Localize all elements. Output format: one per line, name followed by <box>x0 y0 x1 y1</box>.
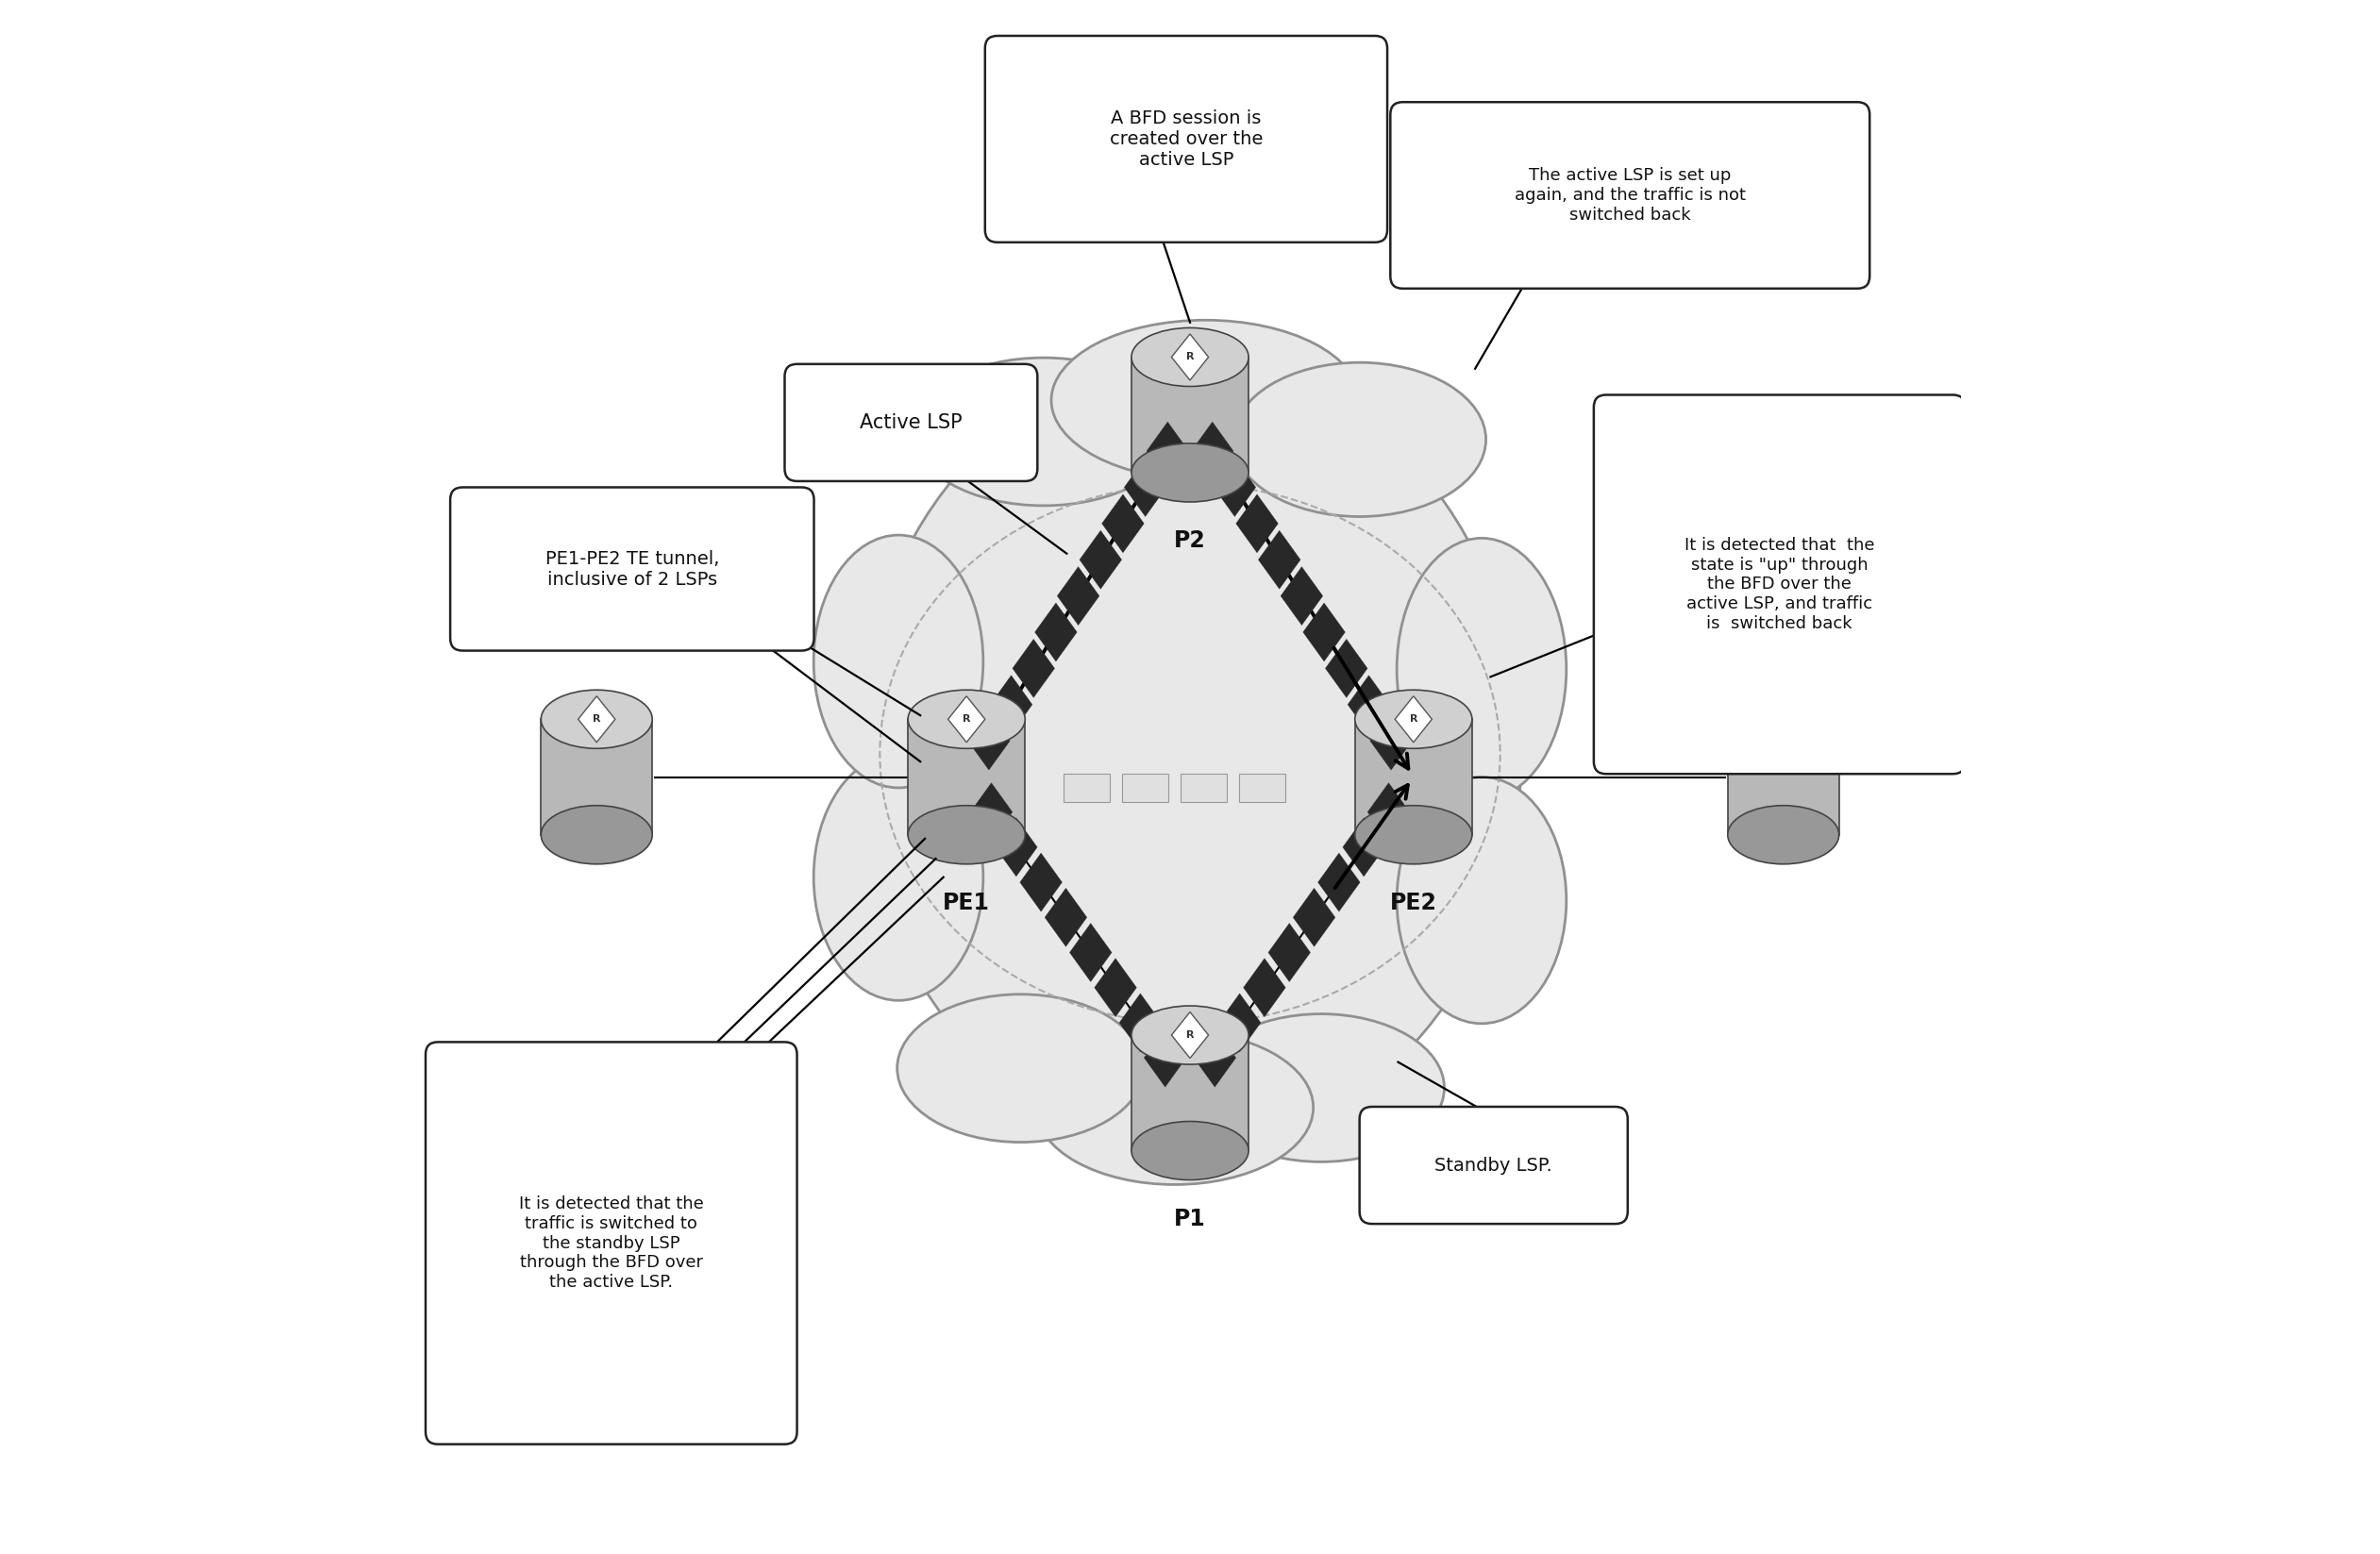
Polygon shape <box>1147 421 1188 480</box>
Polygon shape <box>1011 639 1054 698</box>
Polygon shape <box>1192 421 1233 480</box>
Polygon shape <box>1766 696 1802 743</box>
Polygon shape <box>1269 923 1311 982</box>
Polygon shape <box>1219 993 1261 1052</box>
FancyBboxPatch shape <box>1595 395 1966 774</box>
Polygon shape <box>1371 712 1411 771</box>
Ellipse shape <box>814 535 983 788</box>
FancyBboxPatch shape <box>1728 720 1840 834</box>
Polygon shape <box>969 712 1009 771</box>
FancyBboxPatch shape <box>426 1043 797 1444</box>
Ellipse shape <box>1035 1030 1314 1184</box>
Ellipse shape <box>1397 777 1566 1024</box>
FancyBboxPatch shape <box>1064 774 1109 802</box>
Polygon shape <box>1119 993 1161 1052</box>
Ellipse shape <box>814 754 983 1001</box>
Polygon shape <box>1235 494 1278 553</box>
FancyBboxPatch shape <box>1123 774 1169 802</box>
Polygon shape <box>1319 853 1359 912</box>
FancyBboxPatch shape <box>540 720 652 834</box>
Ellipse shape <box>1052 320 1359 480</box>
Ellipse shape <box>1728 805 1840 864</box>
Text: A BFD session is
created over the
active LSP: A BFD session is created over the active… <box>1109 109 1264 169</box>
Text: Active LSP: Active LSP <box>859 413 962 432</box>
Ellipse shape <box>1397 538 1566 800</box>
Ellipse shape <box>1130 443 1250 502</box>
Polygon shape <box>1123 458 1166 516</box>
Ellipse shape <box>540 805 652 864</box>
Ellipse shape <box>1130 1122 1250 1179</box>
Ellipse shape <box>907 690 1026 749</box>
Ellipse shape <box>1197 1013 1445 1162</box>
Text: R: R <box>962 715 971 724</box>
Polygon shape <box>1326 639 1368 698</box>
Ellipse shape <box>1354 690 1473 749</box>
Polygon shape <box>1081 530 1121 589</box>
Polygon shape <box>1347 676 1390 733</box>
Ellipse shape <box>912 357 1176 505</box>
Polygon shape <box>1095 959 1138 1016</box>
Polygon shape <box>1342 817 1385 876</box>
FancyBboxPatch shape <box>985 36 1388 242</box>
Polygon shape <box>1292 889 1335 946</box>
Polygon shape <box>1395 696 1433 743</box>
Text: R: R <box>1780 715 1787 724</box>
Text: PE1: PE1 <box>942 892 990 914</box>
Polygon shape <box>1102 494 1145 553</box>
FancyBboxPatch shape <box>1180 774 1228 802</box>
Ellipse shape <box>897 995 1145 1142</box>
FancyBboxPatch shape <box>1130 357 1250 472</box>
Ellipse shape <box>540 690 652 749</box>
Polygon shape <box>1259 530 1299 589</box>
FancyBboxPatch shape <box>1240 774 1285 802</box>
Polygon shape <box>1171 1012 1209 1058</box>
Text: It is detected that  the
state is "up" through
the BFD over the
active LSP, and : It is detected that the state is "up" th… <box>1685 536 1875 632</box>
Ellipse shape <box>859 361 1521 1147</box>
Text: P1: P1 <box>1173 1207 1207 1231</box>
Text: R: R <box>593 715 600 724</box>
Polygon shape <box>1368 783 1409 841</box>
Polygon shape <box>1045 889 1088 946</box>
Polygon shape <box>1069 923 1111 982</box>
FancyBboxPatch shape <box>1130 1035 1250 1150</box>
Ellipse shape <box>1354 805 1473 864</box>
Polygon shape <box>1214 458 1257 516</box>
Polygon shape <box>1195 1029 1235 1088</box>
Text: R: R <box>1185 353 1195 362</box>
Polygon shape <box>1280 567 1323 625</box>
FancyBboxPatch shape <box>1359 1106 1628 1225</box>
Polygon shape <box>1057 567 1100 625</box>
Polygon shape <box>1171 334 1209 381</box>
Polygon shape <box>1035 603 1078 662</box>
Text: P2: P2 <box>1173 530 1207 552</box>
FancyBboxPatch shape <box>1390 103 1871 289</box>
Polygon shape <box>1242 959 1285 1016</box>
Ellipse shape <box>907 805 1026 864</box>
Polygon shape <box>1021 853 1061 912</box>
Polygon shape <box>1302 603 1345 662</box>
Text: R: R <box>1185 1030 1195 1040</box>
Ellipse shape <box>1233 362 1485 516</box>
Text: PE2: PE2 <box>1390 892 1438 914</box>
Polygon shape <box>990 676 1033 733</box>
Text: PE1-PE2 TE tunnel,
inclusive of 2 LSPs: PE1-PE2 TE tunnel, inclusive of 2 LSPs <box>545 550 719 589</box>
FancyBboxPatch shape <box>1354 720 1473 834</box>
FancyBboxPatch shape <box>450 488 814 651</box>
Ellipse shape <box>1130 1005 1250 1064</box>
Polygon shape <box>1145 1029 1185 1088</box>
Text: R: R <box>1409 715 1418 724</box>
FancyBboxPatch shape <box>785 364 1038 482</box>
Text: The active LSP is set up
again, and the traffic is not
switched back: The active LSP is set up again, and the … <box>1514 168 1745 224</box>
Text: Standby LSP.: Standby LSP. <box>1435 1156 1552 1175</box>
Polygon shape <box>947 696 985 743</box>
Polygon shape <box>578 696 614 743</box>
Text: It is detected that the
traffic is switched to
the standby LSP
through the BFD o: It is detected that the traffic is switc… <box>519 1195 704 1291</box>
Polygon shape <box>995 817 1038 876</box>
Ellipse shape <box>1130 328 1250 387</box>
Ellipse shape <box>1728 690 1840 749</box>
Polygon shape <box>971 783 1011 841</box>
FancyBboxPatch shape <box>907 720 1026 834</box>
